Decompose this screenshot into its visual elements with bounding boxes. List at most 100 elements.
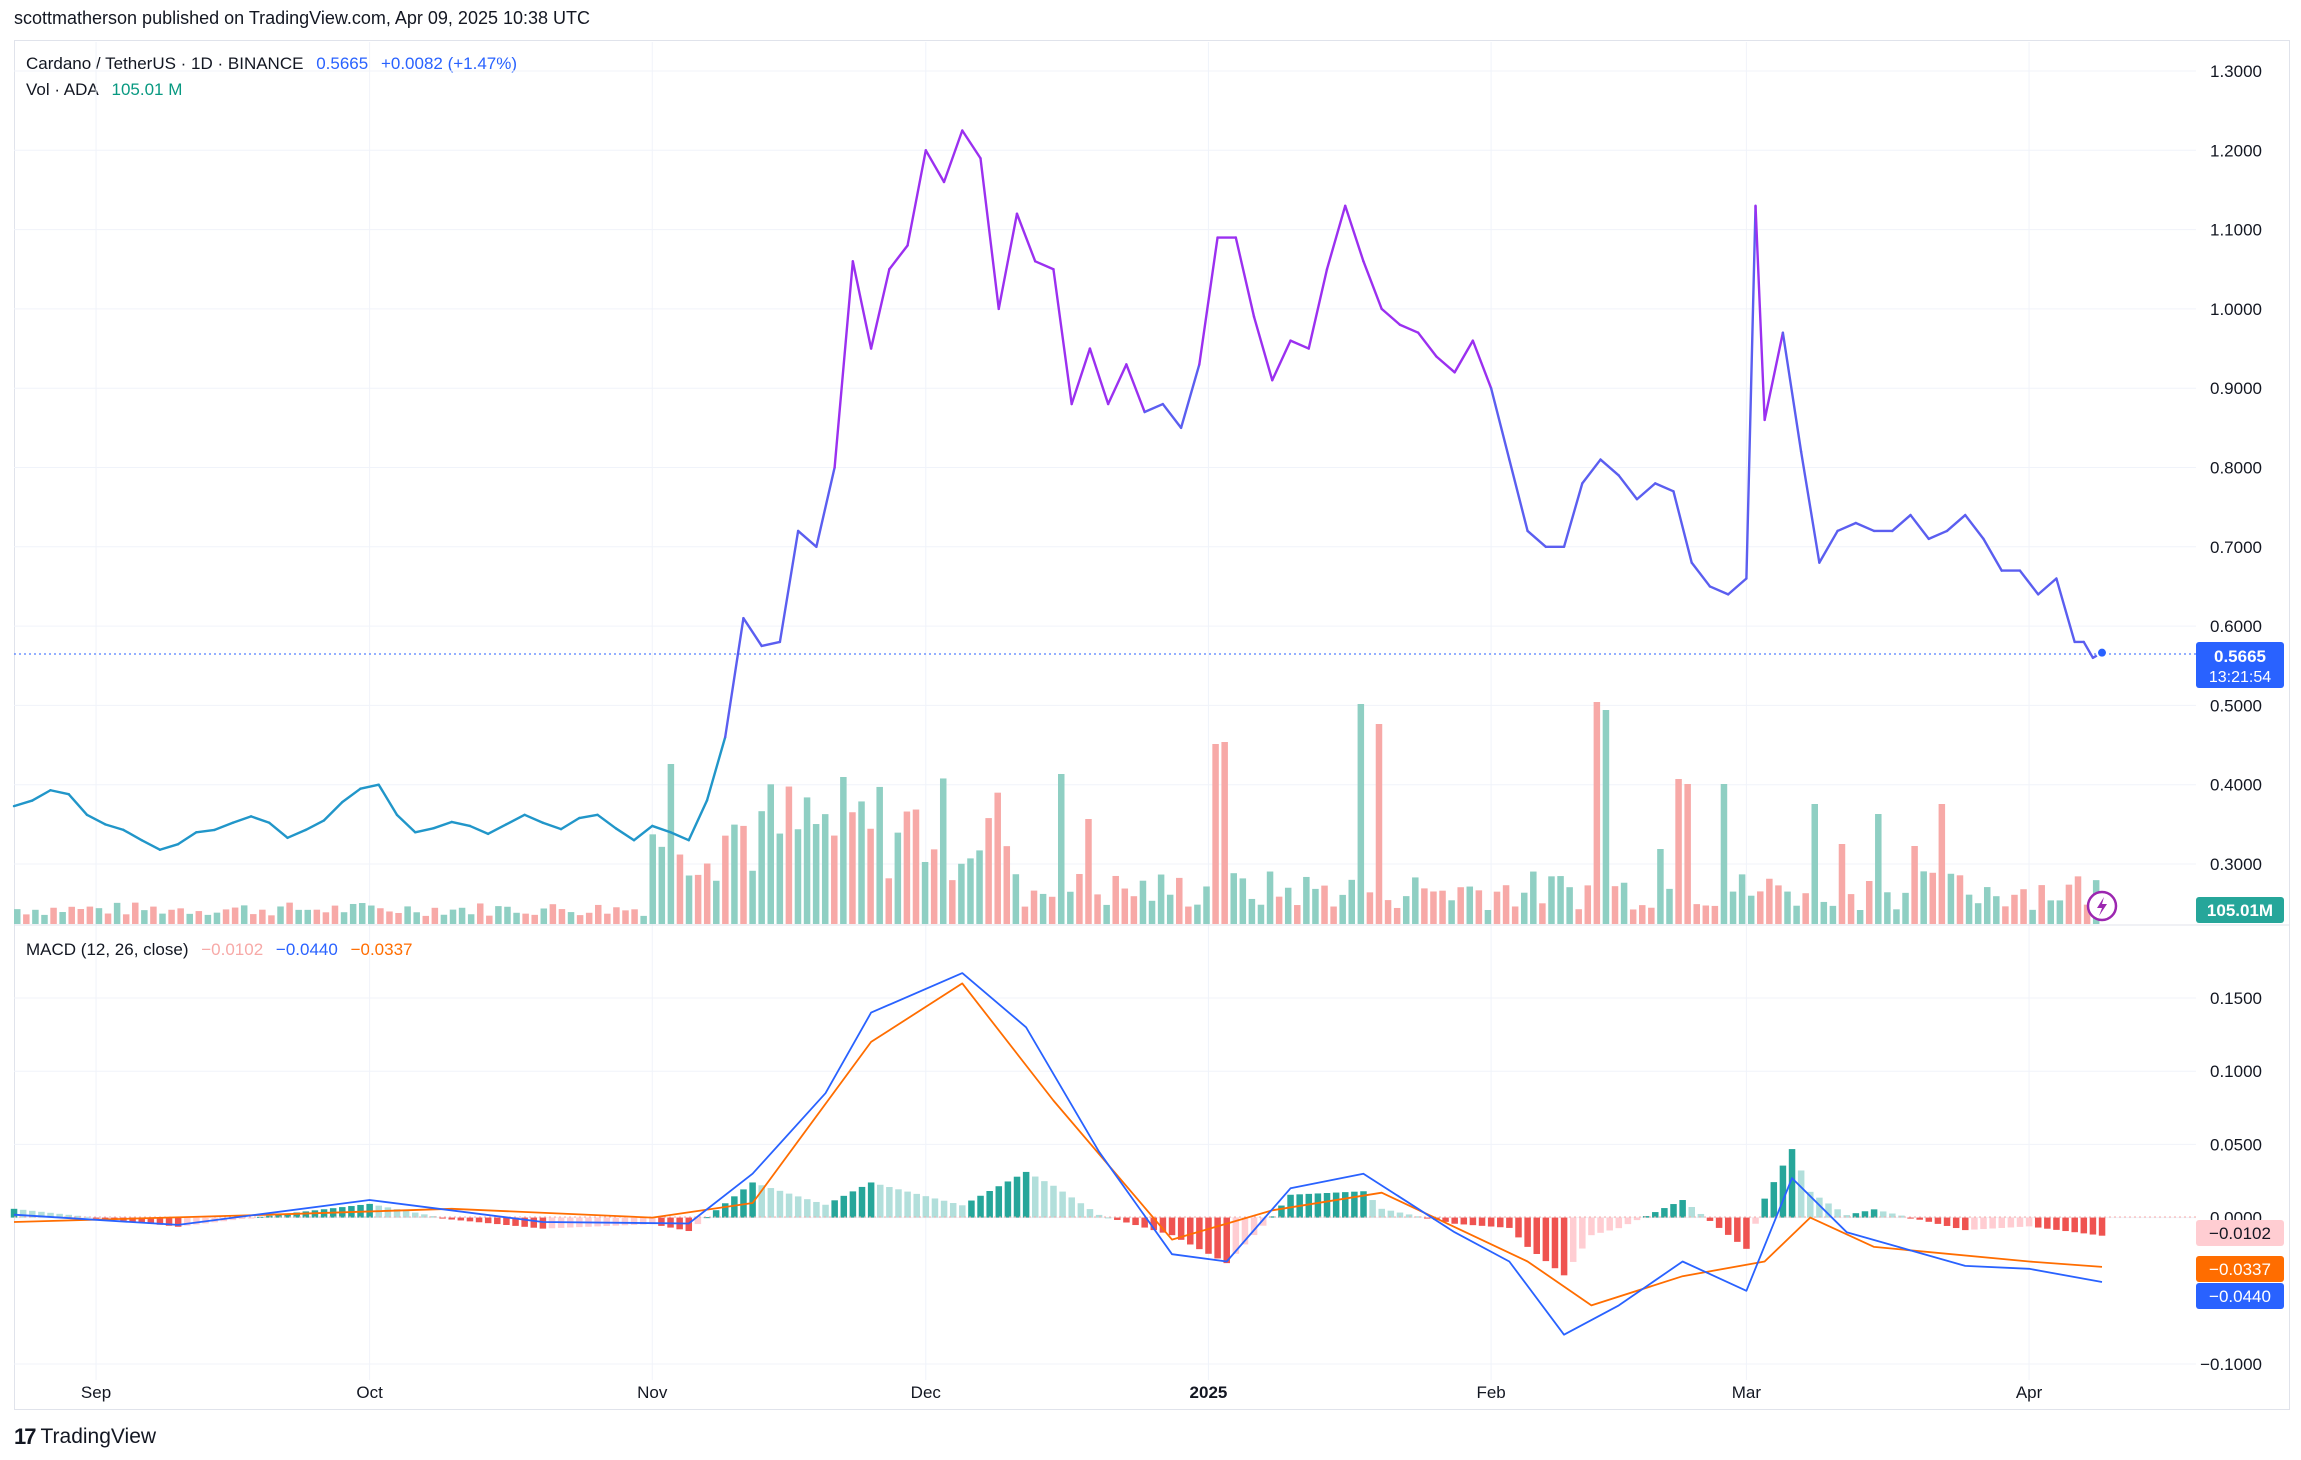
volume-bar bbox=[676, 854, 684, 924]
macd-hist-bar bbox=[1032, 1176, 1039, 1218]
price-segment bbox=[1836, 521, 1858, 533]
macd-hist-bar bbox=[1205, 1217, 1212, 1254]
price-segment bbox=[304, 819, 326, 832]
symbol-name[interactable]: Cardano / TetherUS · 1D · BINANCE bbox=[26, 54, 304, 73]
lightning-icon[interactable] bbox=[2086, 890, 2118, 922]
macd-hist-bar bbox=[968, 1200, 975, 1218]
price-tick-label: 0.5000 bbox=[2210, 696, 2262, 715]
volume-bar bbox=[1520, 892, 1528, 924]
macd-hist-bar bbox=[174, 1217, 182, 1227]
time-axis[interactable]: Sep Oct Nov Dec 2025 Feb Mar Apr bbox=[81, 1383, 2043, 1402]
macd-line bbox=[13, 972, 2103, 1336]
price-segment bbox=[286, 828, 307, 840]
volume-bar bbox=[386, 911, 393, 924]
price-segment bbox=[1106, 363, 1128, 406]
macd-hist-bar bbox=[904, 1191, 911, 1218]
macd-hist-bar bbox=[284, 1213, 291, 1218]
macd-signal-badge: −0.0337 bbox=[2196, 1256, 2284, 1282]
macd-hist-bar bbox=[1952, 1217, 1960, 1229]
macd-hist-bar bbox=[1724, 1217, 1732, 1235]
volume-bar bbox=[776, 833, 784, 924]
volume-bar bbox=[1811, 804, 1818, 924]
volume-bar bbox=[767, 784, 774, 924]
price-segment bbox=[888, 244, 909, 271]
volume-bar bbox=[150, 906, 157, 924]
macd-hist-bar bbox=[940, 1200, 948, 1218]
price-segment bbox=[249, 815, 271, 824]
volume-bar bbox=[50, 907, 57, 924]
price-segment bbox=[669, 831, 690, 842]
price-segment bbox=[1161, 402, 1183, 430]
macd-hist-bar bbox=[1889, 1213, 1896, 1218]
volume-bar bbox=[667, 764, 675, 924]
price-segment bbox=[67, 793, 89, 817]
volume-bar bbox=[812, 824, 820, 924]
price-tick-label: 1.2000 bbox=[2210, 141, 2262, 160]
volume-bar bbox=[1847, 894, 1855, 924]
price-axis[interactable]: 1.3000 1.2000 1.1000 1.0000 0.9000 0.8000 0.70… bbox=[2210, 62, 2262, 874]
macd-tick-label: 0.0500 bbox=[2210, 1135, 2262, 1154]
price-segment bbox=[1344, 204, 1365, 263]
volume-label[interactable]: Vol · ADA bbox=[26, 80, 99, 99]
price-segment bbox=[505, 813, 526, 826]
volume-bar bbox=[1829, 905, 1837, 924]
volume-bar bbox=[703, 863, 711, 924]
volume-bar bbox=[649, 834, 656, 924]
price-segment bbox=[1581, 458, 1602, 485]
macd-hist-bar bbox=[2062, 1217, 2069, 1232]
volume-bar bbox=[930, 849, 938, 924]
volume-bar bbox=[159, 913, 166, 924]
macd-hist-bar bbox=[466, 1217, 474, 1222]
macd-hist-bar bbox=[840, 1195, 848, 1218]
macd-tick-label: 0.1000 bbox=[2210, 1062, 2262, 1081]
price-segment bbox=[1125, 363, 1146, 414]
volume-bar bbox=[504, 906, 511, 924]
volume-bar bbox=[132, 902, 139, 924]
tradingview-logo[interactable]: 17 TradingView bbox=[14, 1424, 156, 1450]
macd-hist-bar bbox=[922, 1196, 930, 1218]
macd-label[interactable]: MACD (12, 26, close) bbox=[26, 940, 189, 959]
volume-bar bbox=[104, 913, 112, 924]
volume-bar bbox=[268, 915, 275, 924]
macd-hist-bar bbox=[1916, 1217, 1923, 1220]
volume-bar bbox=[758, 811, 765, 924]
macd-hist-bar bbox=[658, 1217, 665, 1226]
volume-bar bbox=[921, 861, 929, 924]
volume-bar bbox=[1139, 880, 1147, 924]
macd-hist-bar bbox=[767, 1188, 775, 1218]
macd-hist-bar bbox=[1971, 1217, 1978, 1230]
volume-bar bbox=[467, 914, 475, 924]
volume-bar bbox=[631, 909, 638, 924]
volume-bar bbox=[2065, 884, 2073, 924]
price-segment bbox=[997, 212, 1019, 311]
volume-bar bbox=[1012, 874, 1020, 924]
volume-bar bbox=[1239, 878, 1247, 924]
price-segment bbox=[1325, 204, 1347, 271]
price-segment bbox=[869, 268, 891, 350]
macd-hist-bar bbox=[1478, 1217, 1486, 1226]
price-segment bbox=[1034, 260, 1055, 271]
macd-hist-bar bbox=[1734, 1217, 1741, 1242]
volume-bar bbox=[1212, 744, 1219, 924]
tradingview-brand: TradingView bbox=[40, 1425, 157, 1448]
volume-bar bbox=[2029, 909, 2036, 924]
macd-hist-bar bbox=[1852, 1213, 1860, 1218]
volume-bar bbox=[331, 905, 339, 924]
volume-bar bbox=[1675, 779, 1682, 924]
price-badge-value: 0.5665 bbox=[2214, 647, 2266, 666]
price-segment bbox=[578, 813, 599, 820]
macd-hist-bar bbox=[1159, 1217, 1167, 1233]
macd-hist-bar bbox=[621, 1217, 629, 1226]
price-segment bbox=[1781, 331, 1803, 453]
volume-bar bbox=[622, 910, 629, 924]
symbol-price: 0.5665 bbox=[316, 54, 369, 73]
volume-bar bbox=[458, 907, 466, 924]
macd-hist-bar bbox=[1360, 1191, 1367, 1218]
volume-bar bbox=[694, 874, 702, 924]
price-segment bbox=[559, 816, 581, 831]
macd-hist-bar bbox=[858, 1186, 866, 1218]
macd-hist-bar bbox=[1943, 1217, 1951, 1226]
price-segment bbox=[833, 260, 855, 469]
